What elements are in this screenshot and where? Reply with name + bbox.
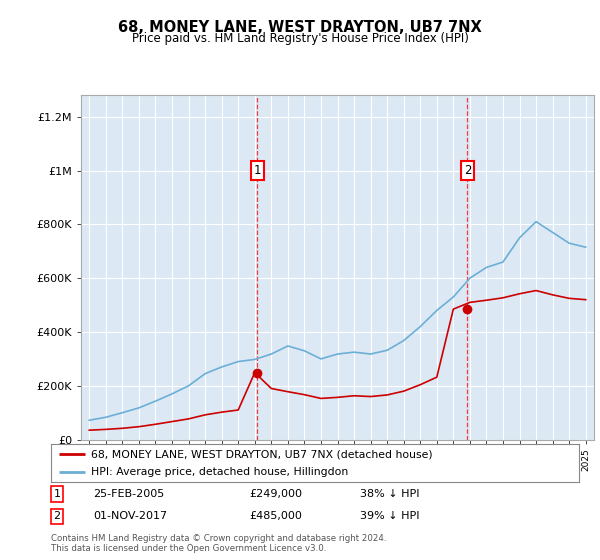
Text: 2: 2 [464,164,471,177]
Text: 39% ↓ HPI: 39% ↓ HPI [360,511,419,521]
Text: 68, MONEY LANE, WEST DRAYTON, UB7 7NX (detached house): 68, MONEY LANE, WEST DRAYTON, UB7 7NX (d… [91,449,432,459]
Text: 25-FEB-2005: 25-FEB-2005 [93,489,164,499]
Text: Price paid vs. HM Land Registry's House Price Index (HPI): Price paid vs. HM Land Registry's House … [131,32,469,45]
Text: 1: 1 [253,164,261,177]
Text: 38% ↓ HPI: 38% ↓ HPI [360,489,419,499]
Text: 01-NOV-2017: 01-NOV-2017 [93,511,167,521]
Text: HPI: Average price, detached house, Hillingdon: HPI: Average price, detached house, Hill… [91,467,348,477]
Text: 68, MONEY LANE, WEST DRAYTON, UB7 7NX: 68, MONEY LANE, WEST DRAYTON, UB7 7NX [118,20,482,35]
Text: £485,000: £485,000 [249,511,302,521]
Text: £249,000: £249,000 [249,489,302,499]
Text: 1: 1 [53,489,61,499]
Text: Contains HM Land Registry data © Crown copyright and database right 2024.
This d: Contains HM Land Registry data © Crown c… [51,534,386,553]
Text: 2: 2 [53,511,61,521]
